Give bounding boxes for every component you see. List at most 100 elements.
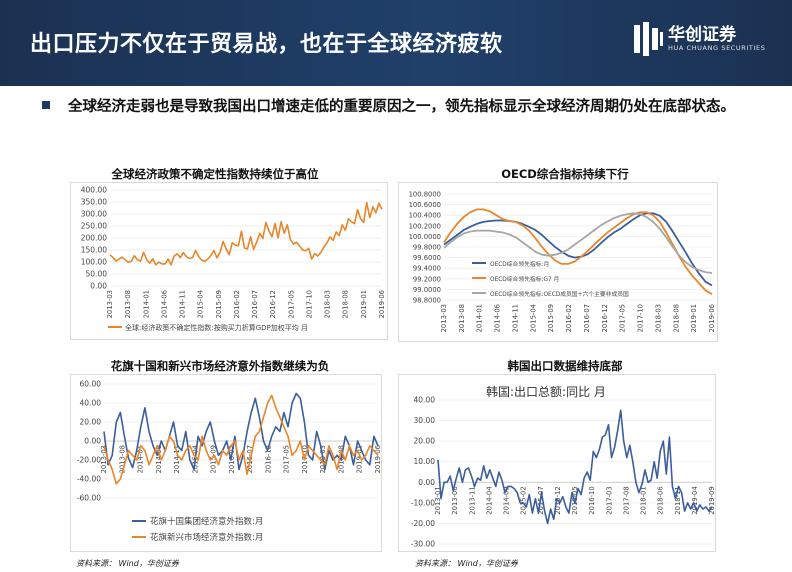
x-tick-label: 2019-06: [708, 304, 716, 332]
y-tick-label: 100.00: [81, 258, 107, 267]
y-tick-label: -20.00: [411, 519, 435, 528]
y-tick-label: -60.00: [77, 494, 101, 503]
x-tick-label: 2019-01: [360, 290, 368, 318]
title-banner: 出口压力不仅在于贸易战，也在于全球经济疲软 华创证券 HUA CHUANG SE…: [0, 0, 792, 86]
x-tick-label: 2015-02: [520, 486, 528, 514]
series-line-1: [109, 201, 383, 266]
x-tick-label: 2013-03: [106, 290, 114, 318]
y-tick-label: 99.0000: [413, 286, 441, 294]
x-tick-label: 2016-07: [251, 290, 259, 318]
chart2-title: OECD综合指标持续下行: [501, 167, 629, 181]
chart-policy-uncertainty: 400.00 350.00 300.00 250.00 200.00 150.00 100.…: [70, 182, 388, 340]
x-tick-label: 2018-03: [324, 290, 332, 318]
x-tick-label: 2016-12: [264, 445, 272, 473]
y-tick-label: 100.8000: [409, 191, 441, 199]
y-tick-label: -40.00: [77, 475, 101, 484]
y-tick-label: 99.6000: [413, 254, 441, 262]
y-tick-label: 99.8000: [413, 244, 441, 252]
series-line-1: [443, 212, 713, 287]
x-tick-label: 2017-03: [605, 486, 613, 514]
y-tick-label: 50.00: [86, 270, 108, 279]
y-tick-label: 60.00: [80, 380, 102, 389]
x-tick-label: 2018-08: [672, 304, 680, 332]
y-tick-label: -20.00: [77, 456, 101, 465]
y-tick-label: 100.4000: [409, 212, 441, 220]
source-note-right: 资料来源： Wind，华创证券: [415, 559, 518, 568]
y-tick-label: 99.2000: [413, 275, 441, 283]
x-tick-label: 2018-06: [657, 486, 665, 514]
y-tick-label: 40.00: [414, 396, 436, 405]
x-tick-label: 2016-02: [565, 304, 573, 332]
series-line-2: [103, 394, 379, 485]
x-tick-label: 2016-02: [228, 445, 236, 473]
x-tick-label: 2014-09: [503, 486, 511, 514]
series-line-1: [103, 392, 379, 471]
x-tick-label: 2014-11: [179, 290, 187, 318]
x-tick-label: 2017-10: [305, 290, 313, 318]
x-tick-label: 2019-01: [690, 304, 698, 332]
x-tick-label: 2017-08: [622, 486, 630, 514]
x-tick-label: 2014-01: [142, 290, 150, 318]
series-line-2: [443, 208, 713, 295]
logo-name-en: HUA CHUANG SECURITIES: [668, 44, 766, 52]
x-tick-label: 2013-08: [458, 304, 466, 332]
chart-citi-surprise: 60.00 40.00 20.00 0.00 -20.00 -40.00 -60.00 201…: [70, 374, 382, 552]
x-tick-label: 2017-05: [287, 290, 295, 318]
x-tick-label: 2014-06: [155, 445, 163, 473]
x-tick-label: 2015-09: [215, 290, 223, 318]
x-tick-label: 2014-04: [485, 486, 493, 514]
series-line-3: [443, 212, 713, 274]
x-tick-label: 2014-06: [494, 304, 502, 332]
chart-frame: [398, 374, 716, 552]
x-tick-label: 2018-01: [640, 486, 648, 514]
x-tick-label: 2016-10: [588, 486, 596, 514]
x-tick-label: 2018-11: [674, 486, 682, 514]
legend-label: 花旗十国集团经济意外指数:月: [150, 516, 263, 527]
x-tick-label: 2014-01: [476, 304, 484, 332]
y-tick-label: 98.8000: [413, 297, 441, 305]
x-tick-label: 2019-06: [378, 290, 386, 318]
chart4-title: 韩国出口数据维持底部: [507, 359, 623, 373]
logo-name-cn: 华创证券: [668, 25, 736, 45]
x-tick-label: 2013-08: [124, 290, 132, 318]
y-tick-label: 300.00: [81, 210, 107, 219]
x-tick-label: 2013-08: [118, 445, 126, 473]
chart-korea-exports: 40.00 30.00 20.00 10.00 0.00 -10.00 -20.00 -30.…: [398, 374, 716, 552]
x-tick-label: 2016-02: [233, 290, 241, 318]
chart-oecd-cli: 100.8000 100.6000 100.4000 100.2000 100.0000…: [398, 182, 718, 342]
y-tick-label: 30.00: [414, 416, 436, 425]
y-tick-label: -30.00: [411, 540, 435, 549]
legend-label: OECD综合领先指标:G7 月: [490, 275, 559, 283]
chart-frame: [70, 182, 388, 340]
chart-frame: [70, 374, 382, 552]
legend-label: OECD综合领先指标:月: [490, 260, 549, 268]
source-note-left: 资料来源： Wind，华创证券: [76, 559, 179, 568]
y-tick-label: 100.2000: [409, 222, 441, 230]
y-tick-label: 100.0000: [409, 233, 441, 241]
x-tick-label: 2014-01: [137, 445, 145, 473]
x-tick-label: 2013-06: [451, 486, 459, 514]
y-tick-label: 10.00: [414, 457, 436, 466]
x-tick-label: 2019-04: [691, 486, 699, 514]
legend-label: 全球:经济政策不确定性指数:按购买力折算GDP加权平均 月: [125, 323, 308, 332]
legend-label: OECD综合领先指标:OECD成员国+六个主要非成员国: [490, 290, 629, 298]
y-tick-label: -10.00: [411, 498, 435, 507]
x-tick-label: 2015-04: [197, 290, 205, 318]
y-tick-label: 400.00: [81, 186, 107, 195]
y-tick-label: 20.00: [80, 418, 102, 427]
y-tick-label: 0.00: [418, 478, 435, 487]
x-tick-label: 2013-11: [468, 486, 476, 514]
x-tick-label: 2019-06: [374, 445, 382, 473]
y-tick-label: 99.4000: [413, 265, 441, 273]
x-tick-label: 2016-12: [269, 290, 277, 318]
x-tick-label: 2015-04: [529, 304, 537, 332]
x-tick-label: 2017-05: [619, 304, 627, 332]
x-tick-label: 2019-01: [356, 445, 364, 473]
x-tick-label: 2014-11: [511, 304, 519, 332]
y-tick-label: 150.00: [81, 246, 107, 255]
x-tick-label: 2013-01: [434, 486, 442, 514]
company-logo: 华创证券 HUA CHUANG SECURITIES: [634, 20, 784, 60]
chart1-title: 全球经济政策不确定性指数持续位于高位: [111, 167, 319, 181]
x-tick-label: 2015-09: [210, 445, 218, 473]
legend-label: 花旗新兴市场经济意外指数:月: [150, 532, 263, 543]
